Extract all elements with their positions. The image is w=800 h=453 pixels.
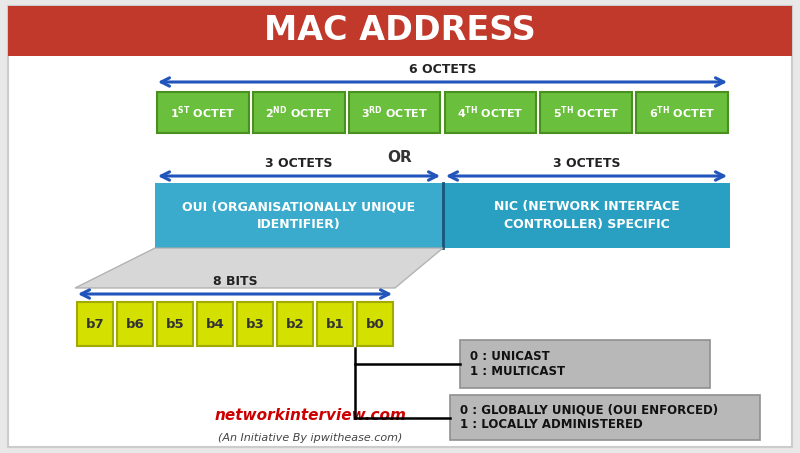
- Text: 2$^{\mathbf{ND}}$ OCTET: 2$^{\mathbf{ND}}$ OCTET: [265, 104, 333, 121]
- Text: 0 : GLOBALLY UNIQUE (OUI ENFORCED)
1 : LOCALLY ADMINISTERED: 0 : GLOBALLY UNIQUE (OUI ENFORCED) 1 : L…: [460, 404, 718, 432]
- Text: b2: b2: [286, 318, 304, 331]
- FancyBboxPatch shape: [450, 395, 760, 440]
- FancyBboxPatch shape: [460, 340, 710, 388]
- Text: 1$^{\mathbf{ST}}$ OCTET: 1$^{\mathbf{ST}}$ OCTET: [170, 104, 236, 121]
- FancyBboxPatch shape: [636, 92, 728, 133]
- Text: OR: OR: [388, 150, 412, 165]
- FancyBboxPatch shape: [540, 92, 632, 133]
- FancyBboxPatch shape: [237, 302, 273, 346]
- FancyBboxPatch shape: [253, 92, 345, 133]
- FancyBboxPatch shape: [197, 302, 233, 346]
- FancyBboxPatch shape: [317, 302, 353, 346]
- FancyBboxPatch shape: [277, 302, 313, 346]
- FancyBboxPatch shape: [157, 302, 193, 346]
- Text: b1: b1: [326, 318, 344, 331]
- Text: 0 : UNICAST
1 : MULTICAST: 0 : UNICAST 1 : MULTICAST: [470, 350, 565, 378]
- Polygon shape: [75, 248, 443, 288]
- FancyBboxPatch shape: [155, 183, 443, 248]
- FancyBboxPatch shape: [77, 302, 113, 346]
- FancyBboxPatch shape: [157, 92, 249, 133]
- Text: b0: b0: [366, 318, 384, 331]
- FancyBboxPatch shape: [443, 183, 730, 248]
- Text: 4$^{\mathbf{TH}}$ OCTET: 4$^{\mathbf{TH}}$ OCTET: [458, 104, 523, 121]
- Text: 6$^{\mathbf{TH}}$ OCTET: 6$^{\mathbf{TH}}$ OCTET: [649, 104, 715, 121]
- Text: b3: b3: [246, 318, 264, 331]
- Text: NIC (NETWORK INTERFACE
CONTROLLER) SPECIFIC: NIC (NETWORK INTERFACE CONTROLLER) SPECI…: [494, 200, 679, 231]
- Text: (An Initiative By ipwithease.com): (An Initiative By ipwithease.com): [218, 433, 402, 443]
- FancyBboxPatch shape: [8, 6, 792, 56]
- FancyBboxPatch shape: [349, 92, 441, 133]
- Text: OUI (ORGANISATIONALLY UNIQUE
IDENTIFIER): OUI (ORGANISATIONALLY UNIQUE IDENTIFIER): [182, 200, 415, 231]
- Text: 8 BITS: 8 BITS: [213, 275, 258, 288]
- FancyBboxPatch shape: [357, 302, 393, 346]
- Text: 3$^{\mathbf{RD}}$ OCTET: 3$^{\mathbf{RD}}$ OCTET: [361, 104, 428, 121]
- Text: b4: b4: [206, 318, 224, 331]
- Text: 6 OCTETS: 6 OCTETS: [409, 63, 476, 76]
- Text: b7: b7: [86, 318, 104, 331]
- Text: 3 OCTETS: 3 OCTETS: [553, 157, 620, 170]
- Text: MAC ADDRESS: MAC ADDRESS: [264, 14, 536, 48]
- Text: 3 OCTETS: 3 OCTETS: [266, 157, 333, 170]
- FancyBboxPatch shape: [8, 6, 792, 447]
- Text: networkinterview.com: networkinterview.com: [214, 408, 406, 423]
- Text: 5$^{\mathbf{TH}}$ OCTET: 5$^{\mathbf{TH}}$ OCTET: [553, 104, 619, 121]
- Text: b6: b6: [126, 318, 144, 331]
- Text: b5: b5: [166, 318, 184, 331]
- FancyBboxPatch shape: [117, 302, 153, 346]
- FancyBboxPatch shape: [445, 92, 536, 133]
